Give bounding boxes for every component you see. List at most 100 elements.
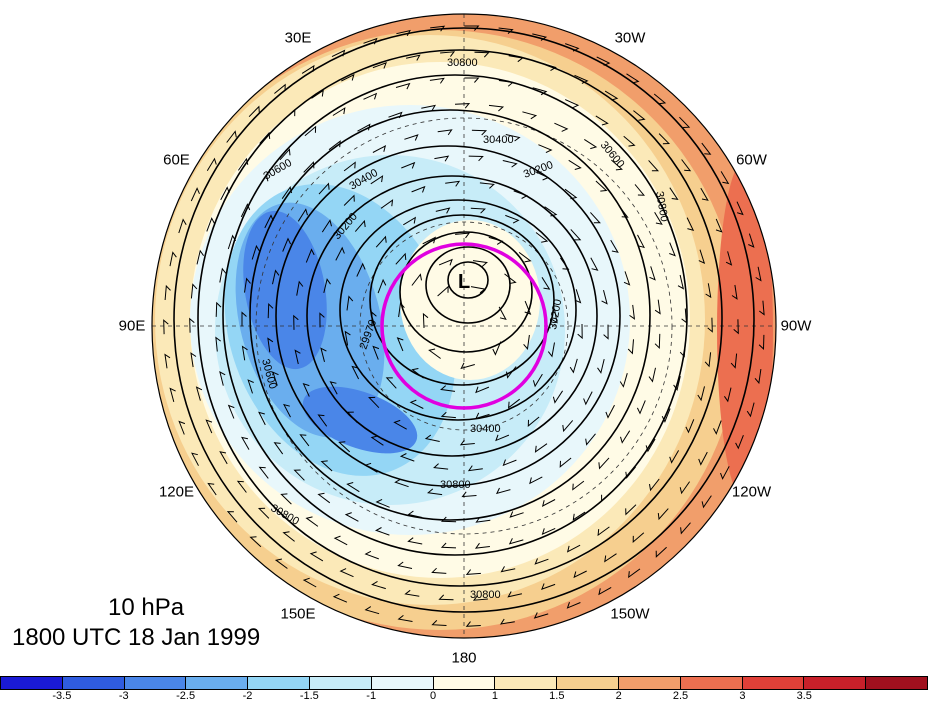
wind-barb xyxy=(669,187,679,200)
wind-barb xyxy=(244,277,251,293)
height-contours xyxy=(173,27,755,613)
wind-barb xyxy=(427,488,443,496)
colorbar-segment xyxy=(1,677,63,689)
wind-barb xyxy=(344,330,351,346)
shading-cool-5 xyxy=(243,210,327,370)
wind-barb xyxy=(343,194,355,206)
wind-barb xyxy=(498,80,514,87)
wind-barb xyxy=(633,110,646,121)
wind-barbs xyxy=(163,25,765,627)
wind-barb xyxy=(488,104,505,112)
wind-barb xyxy=(470,207,486,214)
wind-barb xyxy=(474,542,490,549)
colorbar-segment xyxy=(248,677,310,689)
wind-barb xyxy=(559,257,570,270)
wind-barb xyxy=(566,544,581,553)
colorbar-tick-label: -1 xyxy=(366,690,377,702)
wind-barb xyxy=(498,306,507,320)
wind-barb xyxy=(495,487,511,495)
wind-barb xyxy=(654,333,661,350)
wind-barb xyxy=(538,144,553,154)
wind-barb xyxy=(351,365,360,380)
wind-barb xyxy=(534,558,549,565)
wind-barb xyxy=(629,304,636,320)
wind-barb xyxy=(405,54,421,61)
wind-barb xyxy=(759,300,765,316)
wind-barb xyxy=(274,83,286,94)
wind-barb xyxy=(356,262,366,277)
wind-barb xyxy=(669,242,676,257)
wind-barb xyxy=(541,499,556,507)
wind-barb xyxy=(552,390,564,404)
wind-barb xyxy=(241,436,250,450)
colorbar-tick-label: -3 xyxy=(118,690,129,702)
wind-barb xyxy=(431,567,447,574)
wind-barb xyxy=(401,161,416,169)
colorbar-tick-label: 3 xyxy=(739,690,746,702)
wind-barb xyxy=(532,33,548,41)
wind-barb xyxy=(169,387,176,403)
wind-barb xyxy=(267,302,274,319)
wind-barb xyxy=(190,283,198,299)
wind-barb xyxy=(623,135,636,147)
longitude-label: 120E xyxy=(158,483,194,501)
wind-barb xyxy=(713,420,722,435)
wind-barb xyxy=(364,606,380,615)
wind-barb xyxy=(634,184,645,196)
colorbar-segment xyxy=(62,677,125,689)
wind-barb xyxy=(677,274,685,290)
contour-label: 30800 xyxy=(470,589,501,601)
wind-barb xyxy=(215,336,221,352)
wind-barb xyxy=(568,159,582,170)
wind-barb xyxy=(524,300,532,315)
wind-barb xyxy=(364,550,379,560)
wind-barb xyxy=(573,570,587,579)
wind-barb xyxy=(460,362,475,370)
wind-barb xyxy=(281,186,293,199)
wind-barb xyxy=(551,308,558,324)
wind-barb xyxy=(304,125,317,137)
wind-barb xyxy=(505,134,521,142)
wind-barb xyxy=(559,457,572,468)
wind-barb xyxy=(547,342,555,358)
wind-barb xyxy=(258,174,269,188)
wind-barb xyxy=(305,516,319,527)
longitude-label: 150W xyxy=(610,605,650,623)
wind-barb xyxy=(371,580,386,590)
wind-barb xyxy=(705,283,712,299)
wind-barb xyxy=(317,492,331,504)
wind-barb xyxy=(407,537,423,545)
wind-barb xyxy=(470,286,486,294)
wind-barb xyxy=(618,205,629,218)
wind-barb xyxy=(465,621,481,627)
wind-barb xyxy=(375,235,387,248)
wind-barb xyxy=(597,526,610,537)
colorbar-tick-label: -3.5 xyxy=(52,690,72,702)
wind-barb xyxy=(720,171,730,185)
longitude-label: 30E xyxy=(284,29,312,47)
wind-barb xyxy=(409,399,424,409)
colorbar-segment xyxy=(433,677,496,689)
wind-barb xyxy=(346,411,358,423)
wind-barb xyxy=(474,51,490,58)
wind-barb xyxy=(679,481,691,495)
wind-barb xyxy=(178,218,187,234)
wind-barb xyxy=(583,391,593,406)
wind-barb xyxy=(370,435,384,446)
wind-barb xyxy=(280,493,292,505)
wind-barb xyxy=(219,267,227,283)
wind-barb xyxy=(698,451,708,466)
wind-barb xyxy=(332,107,346,116)
wind-barb xyxy=(396,29,411,37)
wind-barb xyxy=(637,234,645,249)
wind-barb xyxy=(595,115,609,126)
wind-barb xyxy=(190,187,200,202)
colorbar-segment xyxy=(804,677,867,689)
wind-barb xyxy=(475,516,491,523)
wind-barb xyxy=(431,620,447,626)
wind-barb xyxy=(440,542,457,549)
wind-barb xyxy=(227,404,235,419)
wind-barb xyxy=(755,266,762,282)
wind-barb xyxy=(395,82,411,90)
